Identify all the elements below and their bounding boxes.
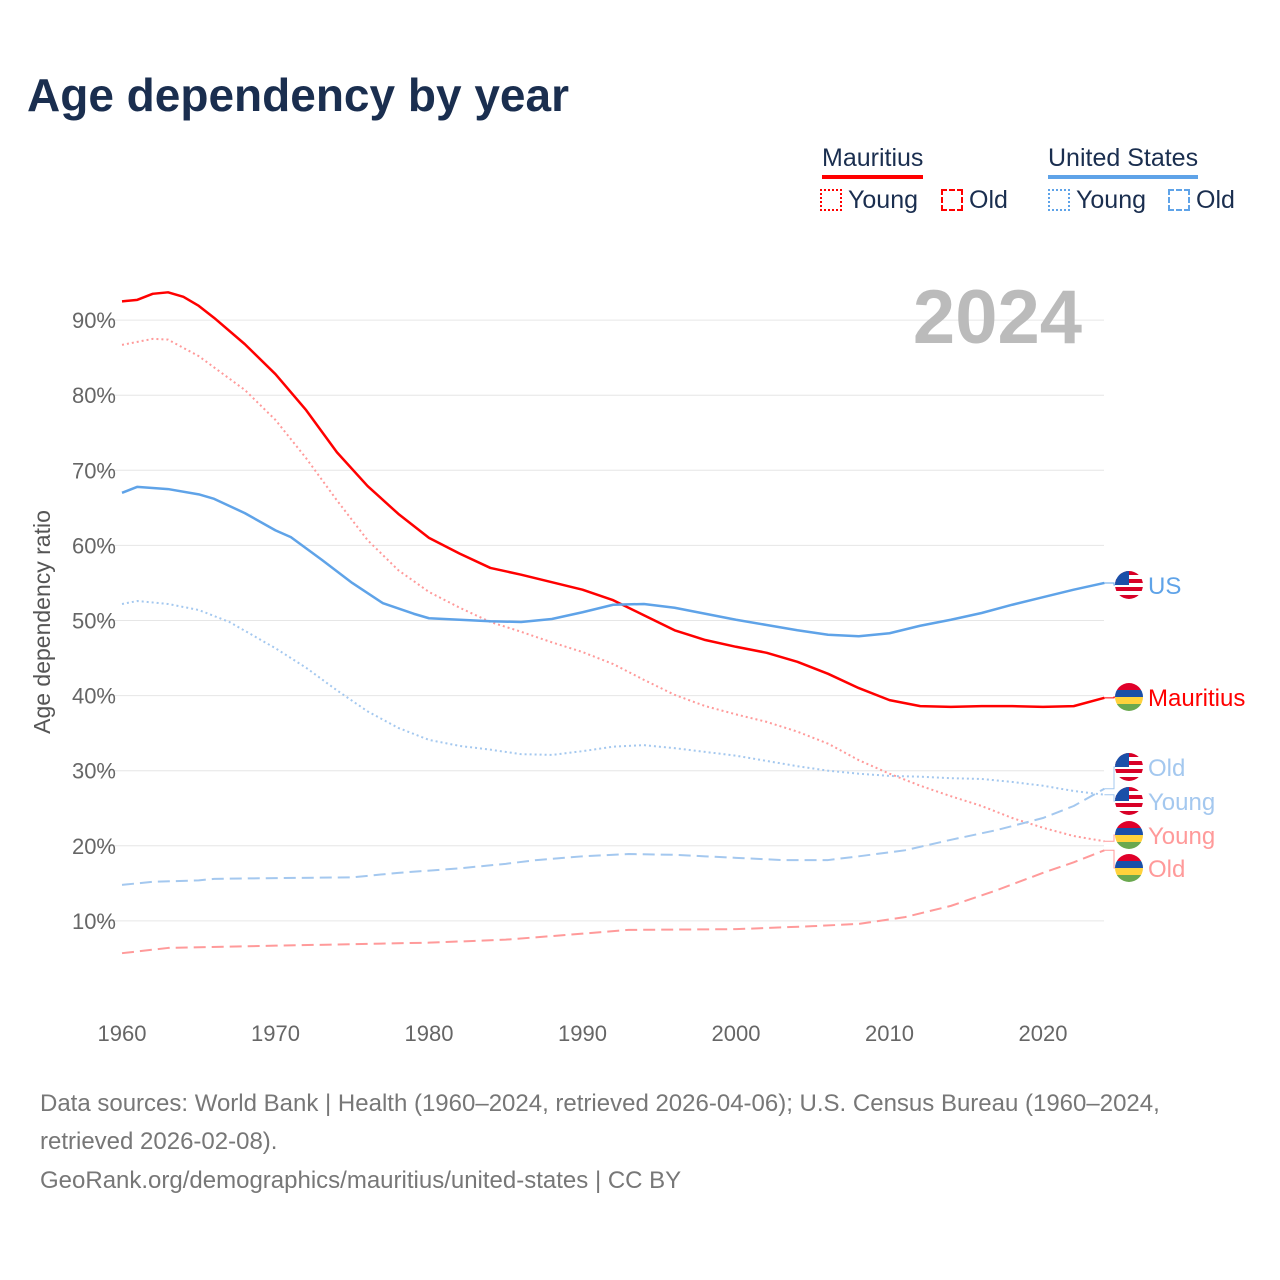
flag-body — [1115, 787, 1143, 815]
legend-mauritius-young[interactable]: Young — [820, 186, 918, 215]
y-tick-label: 10% — [72, 909, 116, 934]
flag-body — [1115, 753, 1143, 781]
series-line-us_old — [121, 787, 1105, 886]
flag-stripe — [1115, 690, 1143, 697]
legend-united-states[interactable]: United States — [1048, 144, 1199, 179]
mauritius-flag-icon — [1115, 854, 1143, 882]
y-tick-label: 80% — [72, 383, 116, 408]
end-label-mu_young: Young — [1148, 823, 1215, 850]
flag-body — [1115, 683, 1143, 711]
x-tick-label: 2010 — [865, 1021, 914, 1046]
flag-stripe — [1115, 861, 1143, 868]
us-flag-icon — [1115, 787, 1143, 815]
legend-mauritius-old[interactable]: Old — [941, 186, 1008, 215]
y-axis-label: Age dependency ratio — [29, 510, 55, 734]
footer-sources: Data sources: World Bank | Health (1960–… — [40, 1090, 1160, 1117]
mauritius-flag-icon — [1115, 821, 1143, 849]
y-tick-label: 60% — [72, 533, 116, 558]
legend-label: Young — [848, 186, 918, 214]
legend-label: Old — [1196, 186, 1235, 214]
footer-link[interactable]: GeoRank.org/demographics/mauritius/unite… — [40, 1167, 682, 1194]
flag-body — [1115, 854, 1143, 882]
y-tick-label: 90% — [72, 308, 116, 333]
end-label-us_old: Old — [1148, 755, 1185, 782]
y-tick-label: 40% — [72, 684, 116, 709]
flag-canton — [1115, 787, 1129, 801]
us-flag-icon — [1115, 571, 1143, 599]
y-tick-label: 30% — [72, 759, 116, 784]
flag-stripe — [1115, 683, 1143, 690]
flag-stripe — [1115, 704, 1143, 711]
dotted-line-swatch — [820, 189, 842, 211]
series-line-us_total — [121, 485, 1105, 638]
legend-us-old[interactable]: Old — [1168, 186, 1235, 215]
footer-sources-cont: retrieved 2026-02-08). — [40, 1128, 278, 1155]
legend-us-young[interactable]: Young — [1048, 186, 1146, 215]
flag-stripe — [1115, 803, 1143, 807]
flag-stripe — [1115, 697, 1143, 704]
flag-stripe — [1115, 875, 1143, 882]
dashed-line-swatch — [1168, 189, 1190, 211]
y-tick-label: 20% — [72, 834, 116, 859]
series-line-mu_old — [121, 849, 1105, 955]
end-label-mu_old: Old — [1148, 856, 1185, 883]
legend-mauritius[interactable]: Mauritius — [822, 144, 924, 179]
flag-stripe — [1115, 811, 1143, 815]
legend-label: Young — [1076, 186, 1146, 214]
mauritius-flag-icon — [1115, 683, 1143, 711]
series-line-mu_young — [121, 337, 1105, 843]
y-tick-label: 70% — [72, 458, 116, 483]
flag-stripe — [1115, 854, 1143, 861]
dashed-line-swatch — [941, 189, 963, 211]
flag-body — [1115, 821, 1143, 849]
series-line-mu_total — [121, 291, 1105, 709]
flag-stripe — [1115, 821, 1143, 828]
dotted-line-swatch — [1048, 189, 1070, 211]
x-tick-label: 2000 — [712, 1021, 761, 1046]
x-tick-label: 1970 — [251, 1021, 300, 1046]
flag-stripe — [1115, 769, 1143, 773]
flag-stripe — [1115, 868, 1143, 875]
flag-stripe — [1115, 777, 1143, 781]
series-line-us_young — [121, 599, 1105, 796]
x-tick-label: 1960 — [98, 1021, 147, 1046]
flag-stripe — [1115, 595, 1143, 599]
flag-body — [1115, 571, 1143, 599]
page-title: Age dependency by year — [27, 69, 569, 121]
flag-stripe — [1115, 842, 1143, 849]
x-tick-label: 2020 — [1019, 1021, 1068, 1046]
flag-canton — [1115, 753, 1129, 767]
end-label-us: US — [1148, 573, 1181, 600]
flag-canton — [1115, 571, 1129, 585]
end-label-us_young: Young — [1148, 789, 1215, 816]
legend-label: Old — [969, 186, 1008, 214]
flag-stripe — [1115, 587, 1143, 591]
end-label-mauritius: Mauritius — [1148, 685, 1245, 712]
y-tick-label: 50% — [72, 609, 116, 634]
x-tick-label: 1980 — [405, 1021, 454, 1046]
flag-stripe — [1115, 835, 1143, 842]
year-watermark: 2024 — [913, 275, 1082, 360]
x-tick-label: 1990 — [558, 1021, 607, 1046]
flag-stripe — [1115, 828, 1143, 835]
us-flag-icon — [1115, 753, 1143, 781]
